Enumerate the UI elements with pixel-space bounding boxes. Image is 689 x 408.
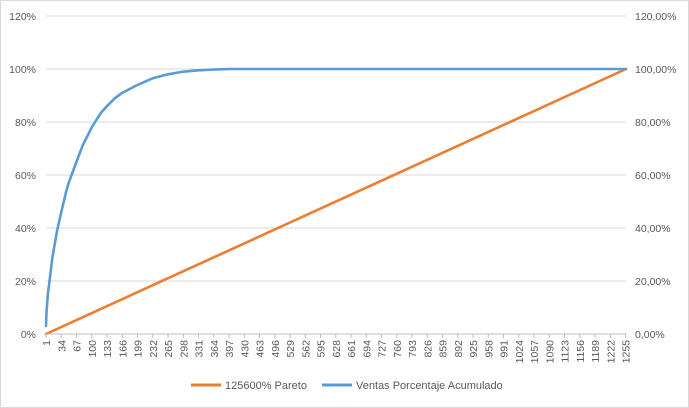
x-tick-label: 892 [453,340,465,358]
legend-item-pareto: 125600% Pareto [191,380,307,392]
x-tick-label: 34 [56,340,68,352]
legend: 125600% Pareto Ventas Porcentaje Acumulad… [191,380,503,392]
x-tick-label: 298 [178,340,190,358]
x-tick-label: 331 [194,340,206,358]
y-right-tick-label: 40,00% [635,223,671,235]
legend-label: 125600% Pareto [225,380,307,392]
x-tick-label: 1255 [621,340,633,364]
x-tick-label: 1024 [514,340,526,364]
x-tick-label: 529 [285,340,297,358]
x-tick-label: 628 [331,340,343,358]
x-tick-label: 595 [316,340,328,358]
x-tick-label: 760 [392,340,404,358]
x-tick-label: 67 [72,340,84,352]
x-tick-label: 1090 [544,340,556,364]
series-layer [44,67,628,336]
x-tick-label: 661 [346,340,358,358]
legend-item-ventas-acumulado: Ventas Porcentaje Acumulado [322,380,503,392]
y-left-tick-label: 60% [15,170,36,182]
y-left-tick-label: 120% [9,11,36,23]
x-tick-label: 925 [468,340,480,358]
x-tick-label: 265 [163,340,175,358]
x-tick-label: 562 [300,340,312,358]
x-tick-label: 1222 [605,340,617,364]
y-right-tick-label: 20,00% [635,276,671,288]
y-left-tick-label: 20% [15,276,36,288]
x-tick-label: 430 [239,340,251,358]
x-tick-label: 397 [224,340,236,358]
x-tick-label: 100 [87,340,99,358]
x-tick-label: 199 [133,340,145,358]
x-tick-label: 991 [499,340,511,358]
y-right-tick-label: 80,00% [635,117,671,129]
y-right-tick-label: 0,00% [635,329,665,341]
series-line-ventas-acumulado [44,67,628,328]
y-right-tick-label: 100,00% [635,64,676,76]
y-axis-left: 0% 20% 40% 60% 80% 100% 120% [9,11,36,341]
x-tick-label: 859 [438,340,450,358]
x-tick-label: 232 [148,340,160,358]
legend-label: Ventas Porcentaje Acumulado [356,380,503,392]
x-tick-label: 1 [41,340,53,346]
y-left-tick-label: 0% [21,329,36,341]
x-tick-label: 1189 [590,340,602,363]
gridlines [46,15,626,335]
x-tick-label: 496 [270,340,282,358]
x-tick-label: 1123 [560,340,572,363]
x-tick-label: 463 [255,340,267,358]
x-tick-label: 826 [422,340,434,358]
y-left-tick-label: 100% [9,64,36,76]
y-axis-right: 0,00% 20,00% 40,00% 60,00% 80,00% 100,00% 120,… [635,11,676,341]
x-tick-label: 793 [407,340,419,358]
y-left-tick-label: 40% [15,223,36,235]
x-tick-label: 958 [483,340,495,358]
series-line-pareto [44,67,628,336]
y-left-tick-label: 80% [15,117,36,129]
x-tick-label: 133 [102,340,114,358]
x-tick-label: 1156 [575,340,587,363]
x-tick-label: 1057 [529,340,541,364]
x-tick-label: 166 [117,340,129,358]
x-tick-label: 364 [209,340,221,358]
x-tick-label: 694 [361,340,373,358]
y-right-tick-label: 120,00% [635,11,676,23]
x-tick-label: 727 [377,340,389,358]
y-right-tick-label: 60,00% [635,170,671,182]
x-axis: 1 34 67 100 133 166 199 232 265 298 331 364 397 430 46… [41,333,633,364]
